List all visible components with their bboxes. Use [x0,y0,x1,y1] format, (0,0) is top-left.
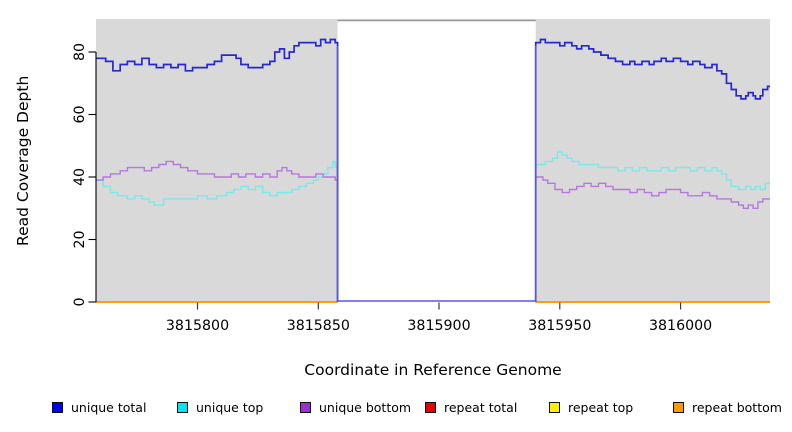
series-unique-bottom [96,160,339,302]
series-unique-top [535,151,770,302]
y-axis-title: Read Coverage Depth [14,75,32,246]
legend-item-repeat-total: repeat total [425,400,517,415]
x-tick-label: 3815950 [528,318,591,334]
y-tick-label: 80 [72,43,88,61]
legend-item-repeat-bottom: repeat bottom [673,400,782,415]
series-unique-total [534,38,770,302]
y-tick-label: 40 [72,168,88,186]
y-tick-label: 0 [72,297,88,306]
legend-label: repeat bottom [692,400,782,415]
legend-item-repeat-top: repeat top [549,400,633,415]
legend-label: repeat top [568,400,634,415]
series-unique-top [96,160,339,302]
repeat-total-swatch-icon [425,402,436,413]
unique-top-swatch-icon [177,402,188,413]
legend-item-unique-total: unique total [52,400,146,415]
x-tick-label: 3815800 [166,318,229,334]
legend-item-unique-bottom: unique bottom [300,400,411,415]
legend-item-unique-top: unique top [177,400,263,415]
repeat-bottom-swatch-icon [673,402,684,413]
legend-label: unique total [71,400,147,415]
series-unique-total [96,38,339,302]
y-tick-label: 20 [72,230,88,248]
x-axis-title: Coordinate in Reference Genome [304,361,562,379]
unique-bottom-swatch-icon [300,402,311,413]
y-tick-label: 60 [72,105,88,123]
series-unique-bottom [535,176,770,302]
legend-label: unique bottom [319,400,412,415]
x-tick-label: 3815900 [407,318,470,334]
masked-region [337,20,536,302]
masked-region-outline [336,46,537,302]
unique-total-swatch-icon [52,402,63,413]
x-tick-label: 3815850 [287,318,350,334]
x-tick-label: 3816000 [649,318,712,334]
legend-label: repeat total [444,400,518,415]
legend-label: unique top [196,400,264,415]
repeat-top-swatch-icon [549,402,560,413]
